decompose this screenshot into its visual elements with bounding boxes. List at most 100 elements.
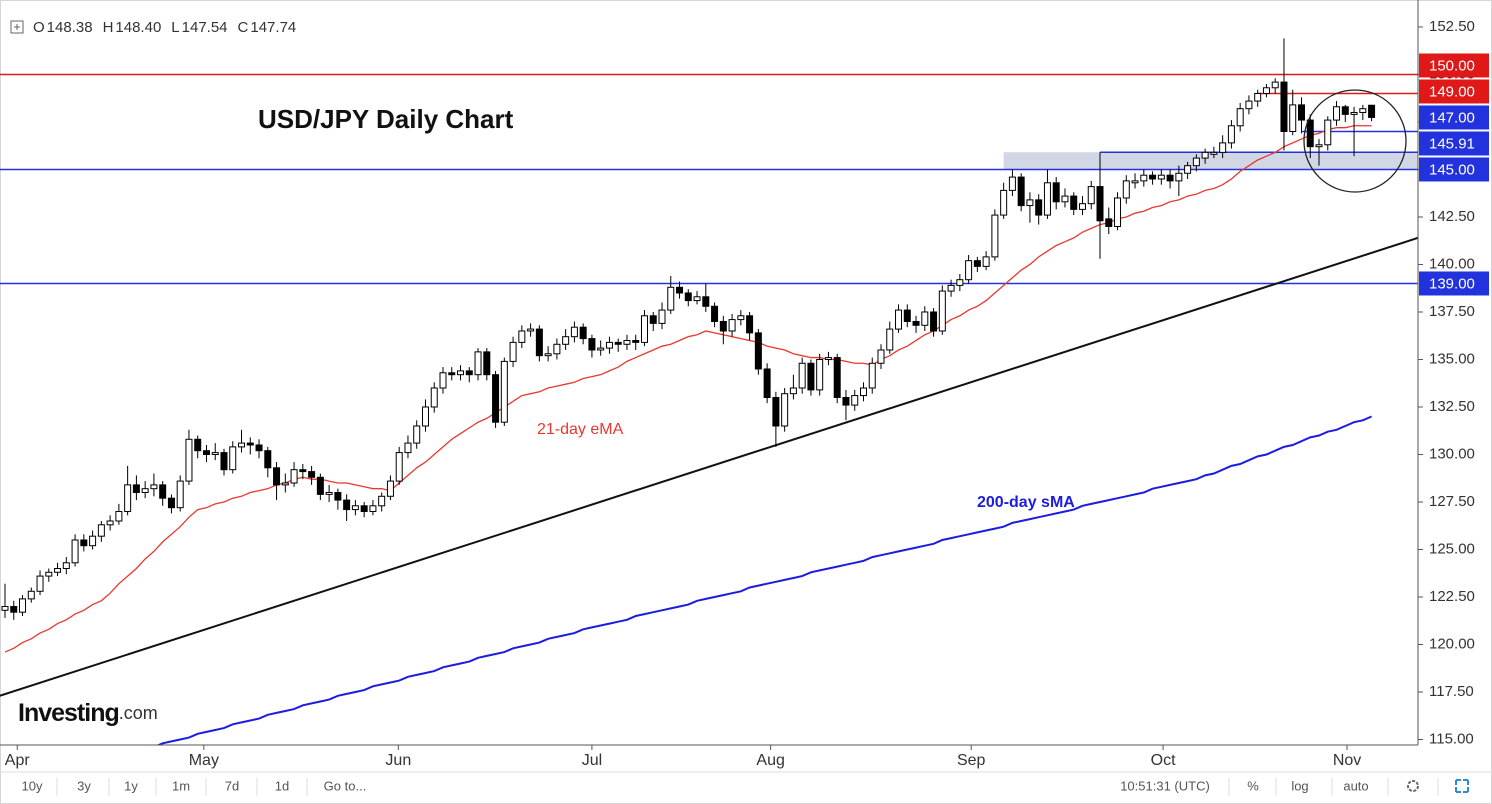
- candle-body: [1333, 106, 1341, 121]
- range-button[interactable]: 7d: [225, 778, 239, 793]
- ohlc-header: L 147.54: [171, 19, 227, 36]
- candle-body: [1350, 111, 1358, 115]
- range-button[interactable]: 10y: [22, 778, 43, 793]
- candle-body: [632, 339, 640, 343]
- candle-body: [676, 286, 684, 294]
- candle-body: [816, 358, 824, 391]
- settings-button[interactable]: [1407, 780, 1419, 792]
- range-button[interactable]: 3y: [77, 778, 91, 793]
- y-tick-label: 117.50: [1429, 683, 1474, 700]
- range-button[interactable]: 1y: [124, 778, 138, 793]
- header-icon[interactable]: [10, 20, 24, 34]
- candle-body: [1262, 87, 1270, 94]
- candle-body: [124, 484, 132, 512]
- candle-body: [859, 387, 867, 397]
- candle-body: [176, 480, 184, 509]
- x-tick-label: Nov: [1333, 752, 1361, 769]
- option-button[interactable]: log: [1291, 778, 1308, 793]
- ohlc-key: O: [33, 19, 45, 36]
- candle-body: [1, 605, 9, 611]
- level-label: 149.00: [1429, 83, 1475, 100]
- candle-body: [1140, 174, 1148, 182]
- candle-body: [1297, 104, 1305, 121]
- candle-body: [895, 309, 903, 330]
- option-button[interactable]: %: [1247, 778, 1259, 793]
- y-tick-label: 140.00: [1429, 255, 1475, 272]
- candle-body: [465, 370, 473, 376]
- candle-body: [588, 338, 596, 351]
- candle-body: [255, 444, 263, 452]
- candle-body: [544, 353, 552, 357]
- candle-body: [851, 395, 859, 406]
- range-button[interactable]: 1m: [172, 778, 190, 793]
- candle-body: [746, 315, 754, 334]
- candle-body: [1271, 81, 1279, 89]
- candle-body: [211, 452, 219, 455]
- y-tick-label: 130.00: [1429, 445, 1475, 462]
- candle-body: [194, 438, 202, 452]
- candle-body: [220, 452, 228, 471]
- candle-body: [1008, 176, 1016, 191]
- candle-body: [159, 484, 167, 499]
- candle-body: [579, 326, 587, 340]
- plot-area: [0, 38, 1418, 745]
- candle-body: [798, 362, 806, 389]
- candle-body: [360, 505, 368, 512]
- level-label: 145.91: [1429, 135, 1475, 152]
- candle-body: [1306, 119, 1314, 148]
- candle-body: [1096, 186, 1104, 222]
- candle-body: [570, 326, 578, 338]
- candle-body: [868, 362, 876, 389]
- candle-body: [150, 484, 158, 490]
- range-button[interactable]: 1d: [275, 778, 289, 793]
- candle-body: [299, 469, 307, 473]
- candle-body: [1175, 172, 1183, 182]
- candle-body: [246, 442, 254, 446]
- candle-body: [1219, 142, 1227, 153]
- candle-body: [1131, 180, 1139, 184]
- goto-button[interactable]: Go to...: [324, 778, 367, 793]
- candle-body: [185, 438, 193, 482]
- candle-body: [973, 260, 981, 267]
- candle-body: [518, 330, 526, 343]
- candle-body: [956, 279, 964, 286]
- candle-body: [1035, 199, 1043, 216]
- candle-body: [1315, 144, 1323, 148]
- y-tick-label: 127.50: [1429, 493, 1475, 510]
- candle-body: [781, 393, 789, 427]
- candle-body: [1070, 195, 1078, 210]
- candle-body: [19, 598, 27, 613]
- candle-body: [343, 499, 351, 511]
- option-button[interactable]: auto: [1343, 778, 1368, 793]
- clock: 10:51:31 (UTC): [1120, 778, 1210, 793]
- x-tick-label: Sep: [957, 752, 986, 769]
- candle-body: [597, 347, 605, 351]
- candle-body: [684, 292, 692, 302]
- fullscreen-button[interactable]: [1455, 779, 1469, 793]
- candle-body: [1280, 81, 1288, 132]
- candle-body: [1052, 182, 1060, 203]
- ohlc-key: H: [103, 19, 114, 36]
- candle-body: [202, 450, 210, 455]
- level-label-box: [1419, 157, 1489, 182]
- candle-body: [1192, 157, 1200, 167]
- candle-body: [483, 351, 491, 376]
- candle-body: [711, 305, 719, 322]
- candle-body: [877, 349, 885, 364]
- candle-body: [1087, 186, 1095, 205]
- x-tick-label: May: [189, 752, 219, 769]
- candle-body: [1043, 182, 1051, 216]
- candle-body: [719, 320, 727, 332]
- candle-body: [938, 290, 946, 332]
- candle-body: [229, 446, 237, 471]
- ohlc-header: O 148.38: [33, 19, 93, 36]
- ohlc-value: 148.38: [47, 19, 93, 36]
- candle-body: [27, 590, 35, 600]
- candle-body: [728, 319, 736, 332]
- ohlc-key: C: [238, 19, 249, 36]
- candle-body: [1289, 104, 1297, 132]
- candle-body: [334, 491, 342, 501]
- candle-body: [316, 476, 324, 495]
- candle-body: [789, 387, 797, 395]
